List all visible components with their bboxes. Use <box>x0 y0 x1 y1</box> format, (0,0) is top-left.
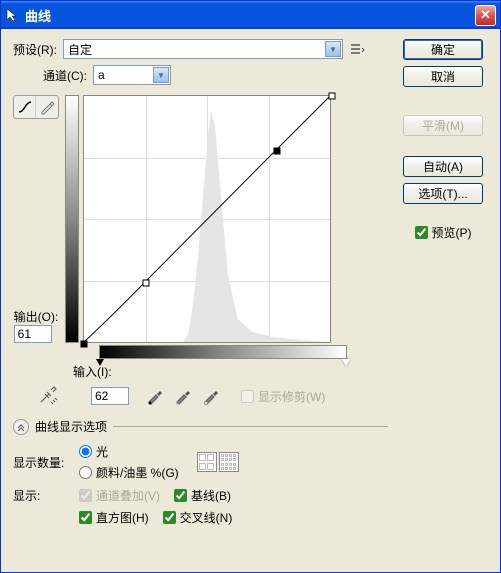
show-clip-checkbox: 显示修剪(W) <box>241 388 325 405</box>
cancel-button[interactable]: 取消 <box>403 66 483 87</box>
input-label: 输入(I): <box>73 363 112 380</box>
check-intersection[interactable]: 交叉线(N) <box>163 509 233 526</box>
window-title: 曲线 <box>25 6 475 25</box>
curve-point-selected[interactable] <box>143 280 150 287</box>
preset-value: 自定 <box>68 41 92 58</box>
output-row: 输出(O): <box>14 308 59 343</box>
chevron-up-icon <box>16 422 26 432</box>
radio-light[interactable]: 光 <box>79 443 179 460</box>
preset-label: 预设(R): <box>13 41 57 58</box>
titlebar[interactable]: 曲线 ✕ <box>1 1 500 29</box>
pencil-tool-button[interactable] <box>36 96 58 118</box>
check-histogram[interactable]: 直方图(H) <box>79 509 149 526</box>
preset-menu-icon[interactable] <box>349 41 365 57</box>
check-channel-overlay: 通道叠加(V) <box>79 487 160 504</box>
input-row: 输入(I): <box>73 363 388 380</box>
show-label: 显示: <box>13 487 69 504</box>
output-label: 输出(O): <box>14 308 59 325</box>
display-options-title: 曲线显示选项 <box>35 418 107 435</box>
preset-row: 预设(R): 自定 ▼ <box>13 39 388 59</box>
curve-graph[interactable] <box>83 95 331 343</box>
channel-combo[interactable]: a ▼ <box>93 65 171 85</box>
preview-checkbox[interactable]: 预览(P) <box>415 224 472 241</box>
curve-area: 输出(O): <box>13 95 388 343</box>
black-slider[interactable] <box>96 359 104 366</box>
ok-button[interactable]: 确定 <box>403 39 483 60</box>
curve-left-tools: 输出(O): <box>13 95 59 343</box>
smooth-button: 平滑(M) <box>403 115 483 136</box>
curves-dialog: 曲线 ✕ 预设(R): 自定 ▼ 通道(C): a ▼ <box>0 0 501 573</box>
check-baseline[interactable]: 基线(B) <box>174 487 231 504</box>
curve-point[interactable] <box>329 93 336 100</box>
grid-coarse-button[interactable] <box>197 452 217 472</box>
histogram <box>84 96 330 342</box>
options-button[interactable]: 选项(T)... <box>403 183 483 204</box>
vertical-gradient <box>65 95 79 343</box>
close-button[interactable]: ✕ <box>475 5 496 26</box>
display-amount-label: 显示数量: <box>13 454 69 471</box>
display-options-header: 曲线显示选项 <box>13 418 388 435</box>
pencil-icon <box>39 99 55 115</box>
divider <box>113 426 388 427</box>
chevron-down-icon: ▼ <box>325 41 341 57</box>
grid-size-icons <box>197 452 239 472</box>
show-row: 显示: 通道叠加(V) 基线(B) <box>13 487 388 526</box>
eyedroppers <box>145 386 221 406</box>
left-panel: 预设(R): 自定 ▼ 通道(C): a ▼ <box>13 39 388 562</box>
auto-button[interactable]: 自动(A) <box>403 156 483 177</box>
horizontal-gradient[interactable] <box>99 345 347 359</box>
target-adjust-icon[interactable] <box>37 384 61 408</box>
display-options: 显示数量: 光 颜料/油墨 %(G) <box>13 443 388 532</box>
output-input[interactable] <box>14 325 52 343</box>
right-panel: 确定 取消 平滑(M) 自动(A) 选项(T)... 预览(P) <box>398 39 488 562</box>
channel-value: a <box>98 68 105 82</box>
channel-row: 通道(C): a ▼ <box>43 65 388 85</box>
channel-label: 通道(C): <box>43 67 87 84</box>
cursor-icon <box>5 7 21 23</box>
grid-fine-button[interactable] <box>219 452 239 472</box>
collapse-button[interactable] <box>13 419 29 435</box>
chevron-down-icon: ▼ <box>153 67 169 83</box>
preset-combo[interactable]: 自定 ▼ <box>63 39 343 59</box>
curve-icon <box>17 99 33 115</box>
horizontal-gradient-row <box>99 345 388 359</box>
curve-point[interactable] <box>81 341 88 348</box>
curve-tool-button[interactable] <box>14 96 36 118</box>
eyedropper-white[interactable] <box>201 386 221 406</box>
radio-pigment[interactable]: 颜料/油墨 %(G) <box>79 464 179 481</box>
curve-point[interactable] <box>274 148 281 155</box>
input-value-row: 显示修剪(W) <box>37 384 388 408</box>
white-slider[interactable] <box>342 359 350 366</box>
eyedropper-gray[interactable] <box>173 386 193 406</box>
display-amount-radios: 光 颜料/油墨 %(G) <box>79 443 179 481</box>
input-input[interactable] <box>91 387 129 405</box>
display-amount-row: 显示数量: 光 颜料/油墨 %(G) <box>13 443 388 481</box>
eyedropper-black[interactable] <box>145 386 165 406</box>
content: 预设(R): 自定 ▼ 通道(C): a ▼ <box>1 29 500 572</box>
curve-tool-buttons <box>13 95 59 119</box>
